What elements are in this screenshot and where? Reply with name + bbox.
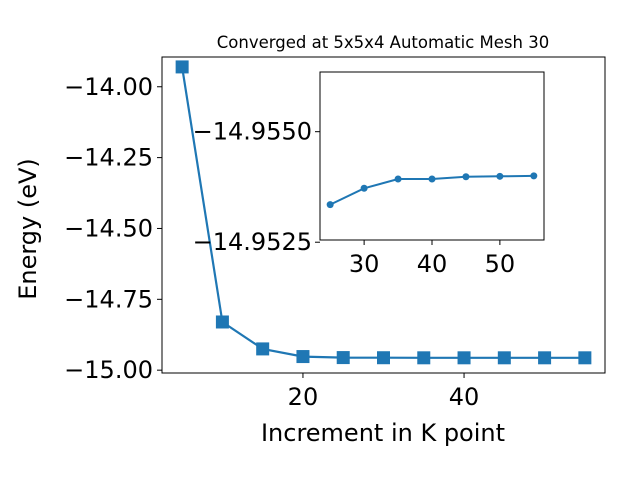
- x-tick-label: 20: [288, 383, 319, 411]
- inset-y-ticks: −14.9525 −14.9550: [193, 118, 320, 256]
- main-x-ticks: 20 40: [288, 373, 480, 411]
- data-point: [377, 351, 390, 365]
- x-tick-label: 50: [485, 250, 516, 278]
- data-point: [462, 173, 470, 181]
- data-point: [336, 351, 350, 365]
- y-tick-label: −15.00: [64, 356, 153, 384]
- x-tick-label: 30: [349, 250, 380, 278]
- y-tick-label: −14.50: [64, 214, 153, 242]
- y-tick-label: −14.75: [64, 285, 153, 313]
- y-axis-label: Energy (eV): [14, 158, 42, 300]
- inset-x-ticks: 30 40 50: [349, 240, 515, 278]
- y-tick-label: −14.25: [64, 144, 153, 172]
- data-point: [215, 315, 229, 329]
- inset-axes-frame: [319, 71, 545, 241]
- data-point: [497, 351, 511, 365]
- main-plot-area: [175, 60, 592, 365]
- x-tick-label: 40: [449, 383, 480, 411]
- data-point: [496, 172, 504, 180]
- inset-plot-area: [326, 172, 538, 209]
- data-point: [417, 351, 431, 365]
- data-point: [326, 201, 334, 209]
- data-point: [457, 351, 471, 365]
- y-tick-label: −14.9525: [193, 228, 312, 256]
- data-point: [530, 172, 538, 180]
- data-point: [538, 351, 552, 365]
- x-tick-label: 40: [417, 250, 448, 278]
- y-tick-label: −14.00: [64, 73, 153, 101]
- data-point: [428, 175, 436, 183]
- main-y-ticks: −14.00 −14.25 −14.50 −14.75 −15.00: [64, 73, 162, 384]
- data-point: [360, 184, 368, 192]
- data-point: [578, 351, 592, 365]
- x-axis-label: Increment in K point: [261, 419, 505, 447]
- data-point: [394, 175, 402, 183]
- y-tick-label: −14.9550: [193, 118, 312, 146]
- data-point: [296, 350, 310, 364]
- data-point: [175, 60, 189, 74]
- main-axes-frame: [161, 56, 606, 374]
- data-point: [256, 342, 270, 356]
- chart-title: Converged at 5x5x4 Automatic Mesh 30: [217, 33, 549, 52]
